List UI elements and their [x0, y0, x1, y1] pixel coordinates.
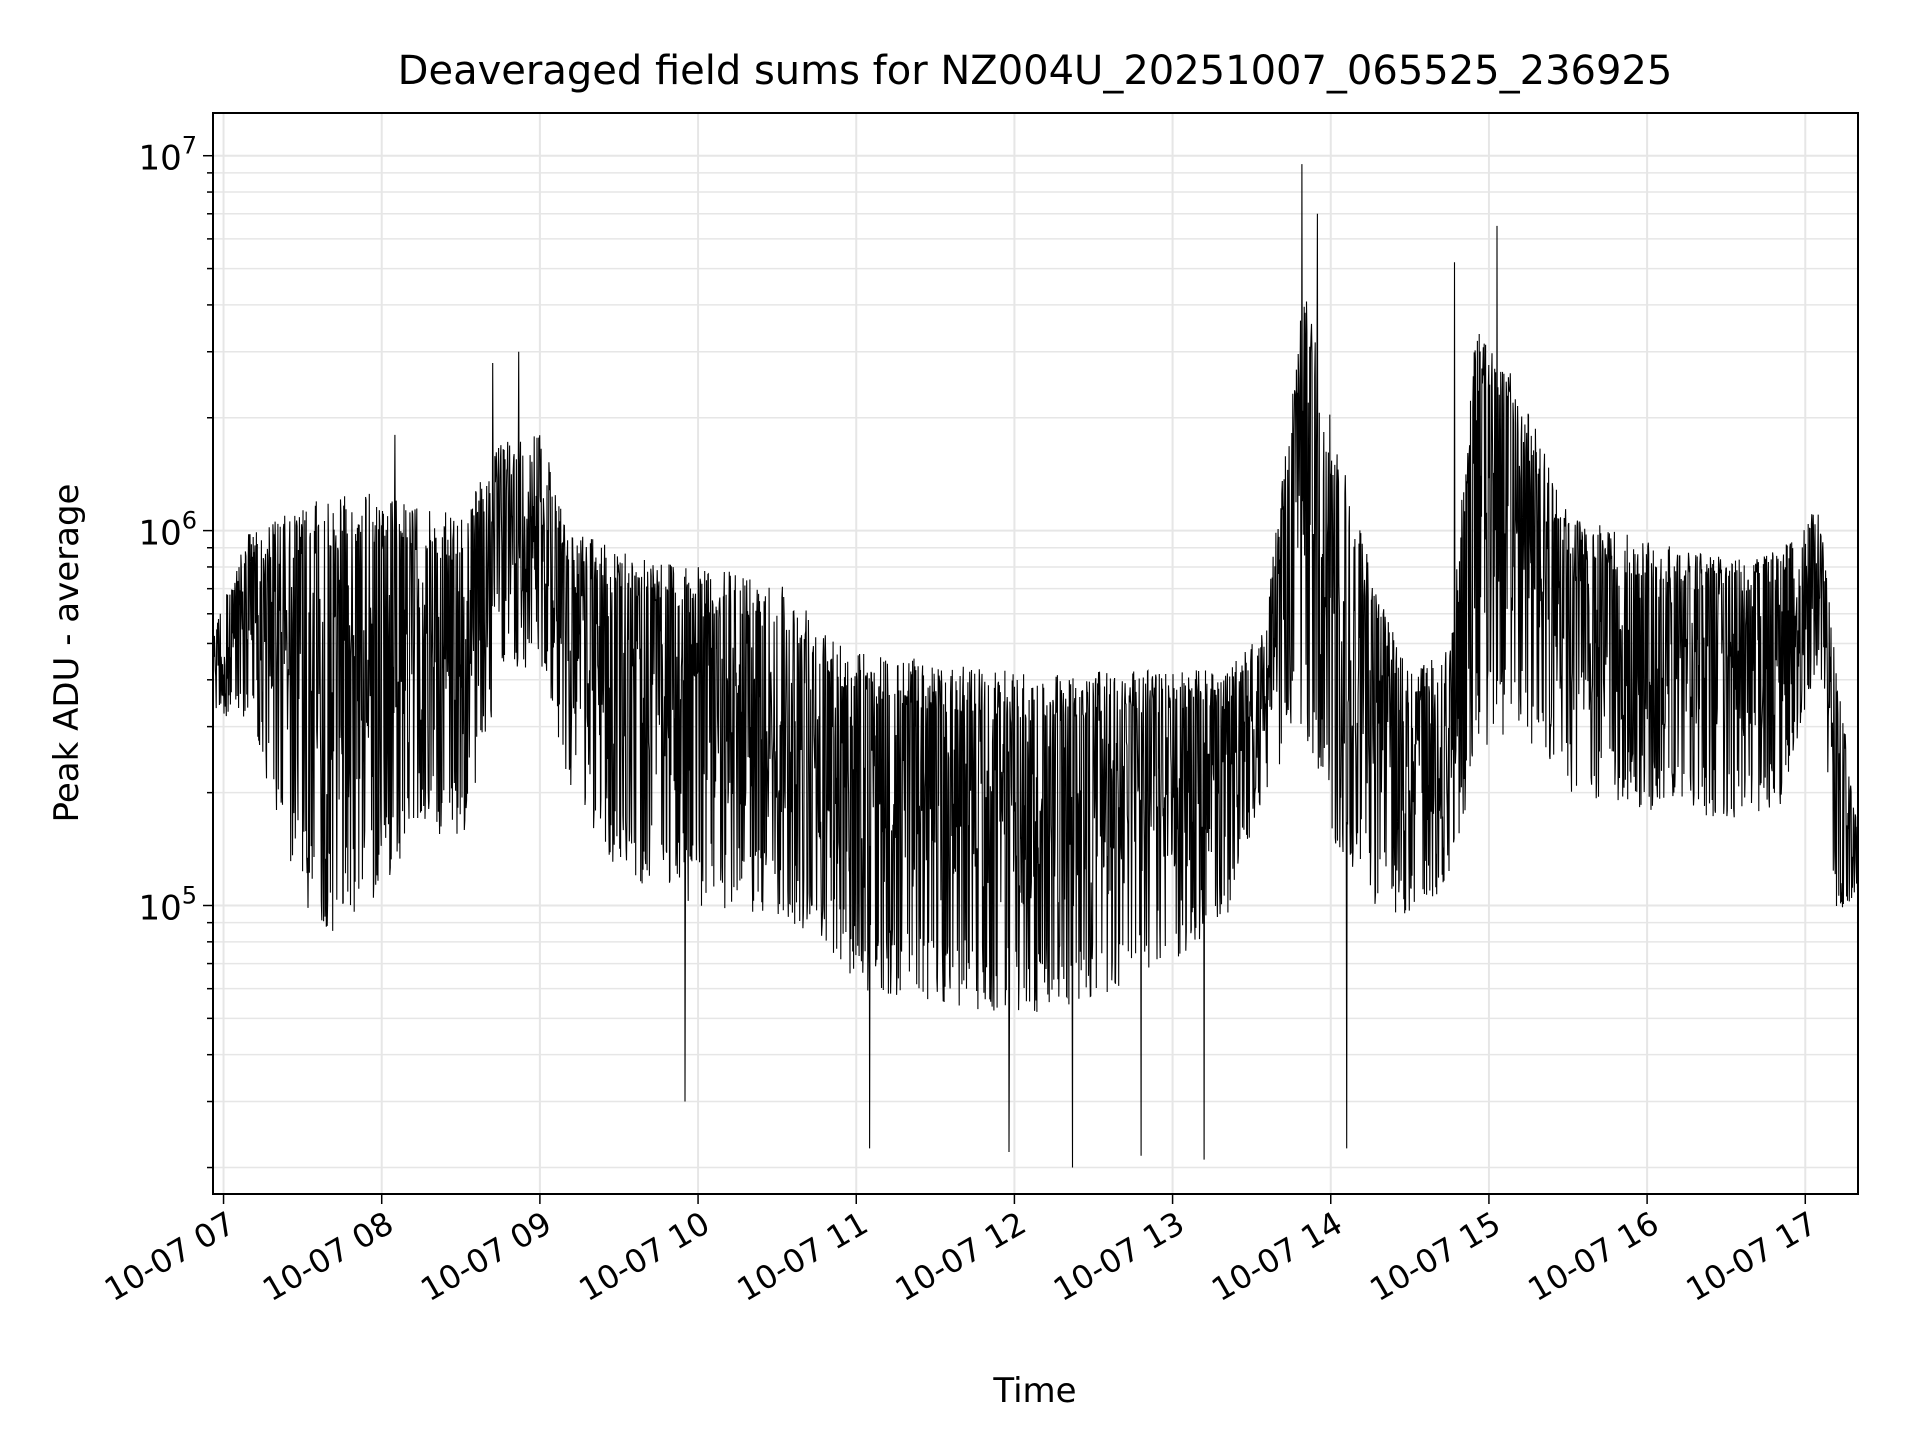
x-axis-label: Time: [992, 1371, 1076, 1411]
y-tick-label: 105: [138, 882, 197, 929]
y-tick-label: 107: [138, 132, 197, 179]
y-tick-base: 10: [138, 889, 181, 929]
y-tick-base: 10: [138, 514, 181, 554]
y-tick-base: 10: [138, 139, 181, 179]
chart-title: Deaveraged field sums for NZ004U_2025100…: [398, 48, 1673, 94]
y-tick-exponent: 5: [182, 882, 197, 910]
y-tick-exponent: 7: [182, 132, 197, 160]
series-line: [212, 164, 1859, 1168]
plot-area-frame: [212, 112, 1859, 1195]
y-tick-label: 106: [138, 507, 197, 554]
series-trace: [212, 164, 1859, 1168]
grid: [213, 113, 1858, 1194]
y-axis-label: Peak ADU - average: [47, 484, 87, 823]
y-tick-exponent: 6: [182, 507, 197, 535]
